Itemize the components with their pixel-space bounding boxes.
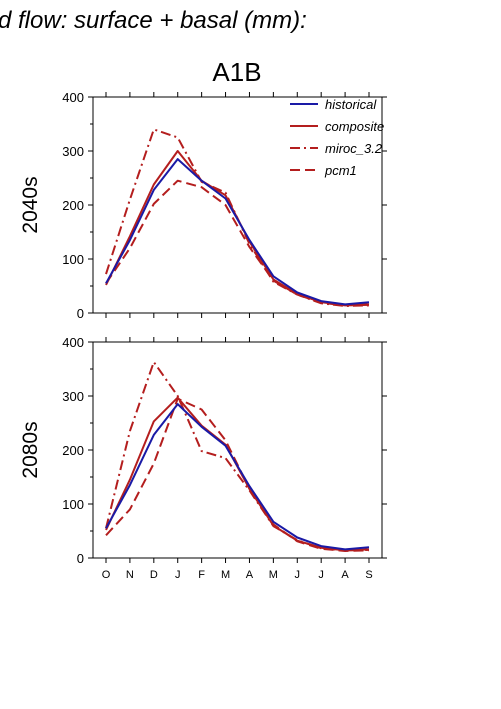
y-tick-label: 100 xyxy=(62,252,84,267)
y-tick-label: 100 xyxy=(62,497,84,512)
panel-2080s: 0 100 200 300 400 O N D J F M A M J J A S 2080s xyxy=(19,335,387,581)
legend-label: miroc_3.2 xyxy=(325,141,383,156)
x-tick-label: J xyxy=(175,569,181,581)
y-tick-label: 400 xyxy=(62,90,84,105)
x-tick-label: J xyxy=(295,569,301,581)
x-tick-label: F xyxy=(198,569,205,581)
legend-label: historical xyxy=(325,97,377,112)
x-tick-label: M xyxy=(221,569,230,581)
figure-title: d flow: surface + basal (mm): xyxy=(0,7,307,34)
x-tick-label: S xyxy=(365,569,372,581)
x-tick-label: J xyxy=(318,569,324,581)
panel-2040s: 0 100 200 300 400 2040s historical composite mir… xyxy=(19,90,387,321)
y-tick-label: 0 xyxy=(77,551,84,566)
x-tick-label: N xyxy=(126,569,134,581)
legend: historical composite miroc_3.2 pcm1 xyxy=(290,97,384,178)
period-label: 2080s xyxy=(19,421,42,478)
period-label: 2040s xyxy=(19,176,42,233)
plot-frame xyxy=(92,341,383,559)
series-line-pcm1 xyxy=(105,179,370,307)
y-tick-label: 400 xyxy=(62,335,84,350)
scenario-label: A1B xyxy=(212,57,261,87)
x-tick-label: O xyxy=(102,569,111,581)
series-line-historical xyxy=(105,158,370,306)
y-tick-label: 200 xyxy=(62,198,84,213)
legend-label: pcm1 xyxy=(324,163,357,178)
x-tick-label: D xyxy=(150,569,158,581)
x-tick-label: A xyxy=(246,569,254,581)
series-line-miroc-3-2 xyxy=(105,361,370,552)
y-tick-label: 300 xyxy=(62,144,84,159)
x-tick-label: A xyxy=(341,569,349,581)
series-line-composite xyxy=(105,396,370,552)
y-tick-label: 0 xyxy=(77,306,84,321)
y-tick-label: 200 xyxy=(62,443,84,458)
legend-label: composite xyxy=(325,119,384,134)
series-line-historical xyxy=(105,403,370,551)
y-tick-label: 300 xyxy=(62,389,84,404)
x-tick-label: M xyxy=(269,569,278,581)
